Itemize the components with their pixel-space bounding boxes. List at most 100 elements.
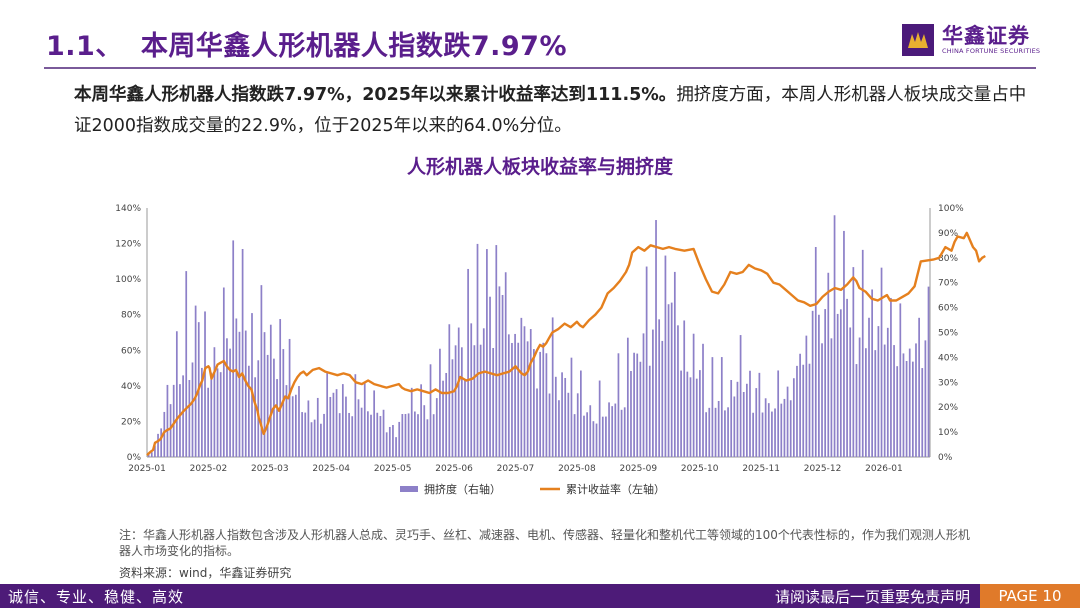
crowding-bar (467, 268, 469, 457)
crowding-bar (514, 333, 516, 457)
crowding-bar (626, 337, 629, 457)
crowding-bar (924, 340, 927, 457)
crowding-bar (745, 383, 748, 457)
crowding-bar (927, 286, 930, 457)
crowding-bar (536, 388, 538, 457)
y-left-tick-label: 80% (121, 311, 141, 321)
x-tick-label: 2025-12 (804, 464, 842, 474)
x-tick-label: 2025-10 (681, 464, 719, 474)
crowding-bar (714, 407, 717, 457)
crowding-bar (529, 329, 532, 457)
x-tick-label: 2025-06 (435, 464, 473, 474)
crowding-bar (439, 348, 441, 457)
crowding-bar (705, 412, 708, 457)
crowding-bar (868, 317, 870, 457)
y-left-tick-label: 100% (115, 275, 141, 285)
crowding-bar (814, 247, 817, 457)
crowding-bar (886, 327, 889, 457)
section-number: 1.1、 (46, 31, 123, 62)
crowding-bar (354, 374, 357, 457)
crowding-bar (385, 432, 388, 457)
x-tick-label: 2025-11 (742, 464, 780, 474)
crowding-bar (576, 393, 579, 457)
crowding-bar (783, 398, 786, 457)
crowding-bar (702, 343, 704, 457)
crowding-bar (154, 445, 156, 457)
crowding-bar (579, 370, 582, 457)
crowding-bar (279, 319, 282, 457)
crowding-bar (260, 285, 263, 457)
crowding-bar (548, 393, 551, 457)
crowding-bar (730, 380, 733, 457)
y-left-tick-label: 40% (121, 382, 141, 392)
crowding-bar (883, 344, 886, 457)
crowding-bar (204, 311, 206, 457)
crowding-bar (742, 391, 745, 457)
crowding-bar (417, 414, 419, 457)
crowding-bar (379, 416, 382, 457)
crowding-bar (805, 335, 808, 457)
crowding-bar (489, 296, 491, 457)
crowding-bar (326, 372, 329, 457)
crowding-bar (526, 341, 529, 457)
crowding-bar (601, 416, 604, 457)
crowding-bar (639, 361, 642, 457)
crowding-bar (727, 407, 729, 457)
crowding-bar (194, 305, 197, 457)
crowding-bar (752, 412, 754, 457)
x-tick-label: 2025-03 (251, 464, 289, 474)
x-tick-label: 2025-05 (374, 464, 412, 474)
crowding-bar (614, 403, 617, 457)
crowding-bar (736, 381, 739, 457)
crowding-bar (605, 416, 607, 457)
crowding-bar (213, 347, 216, 457)
crowding-bar (720, 357, 723, 457)
crowding-bar (423, 405, 426, 457)
crowding-bar (861, 249, 864, 457)
crowding-bar (479, 344, 482, 457)
crowding-bar (320, 423, 322, 457)
crowding-bar (573, 414, 576, 457)
y-right-tick-label: 40% (938, 353, 958, 363)
footer-motto: 诚信、专业、稳健、高效 (8, 588, 185, 606)
crowding-bar (761, 412, 764, 457)
crowding-bar (630, 371, 632, 457)
x-tick-label: 2025-01 (128, 464, 166, 474)
crowding-bar (338, 413, 341, 457)
crowding-bar (257, 360, 260, 457)
y-right-tick-label: 100% (938, 204, 964, 214)
crowding-bar (398, 421, 401, 457)
crowding-bar (767, 403, 770, 457)
crowding-bar (329, 396, 332, 457)
footer-disclaimer-link[interactable]: 请阅读最后一页重要免责声明 (774, 588, 970, 606)
crowding-bar (426, 419, 429, 457)
crowding-bar (911, 361, 914, 457)
x-tick-label: 2025-08 (558, 464, 596, 474)
crowding-bar (160, 428, 163, 457)
crowding-bar (445, 372, 448, 457)
crowding-bar (464, 378, 466, 457)
crowding-bar (764, 398, 767, 457)
crowding-bar (429, 364, 432, 457)
crowding-bar (276, 379, 278, 457)
crowding-bar (504, 272, 507, 457)
crowding-bar (708, 407, 711, 457)
crowding-bar (846, 298, 848, 457)
crowding-bar (774, 408, 776, 457)
y-left-tick-label: 140% (115, 204, 141, 214)
crowding-bar (323, 413, 325, 457)
crowding-bar (216, 368, 219, 457)
crowding-bar (235, 318, 238, 457)
crowding-bar (304, 412, 307, 457)
crowding-bar (357, 399, 360, 457)
crowding-bar (683, 320, 686, 457)
y-right-tick-label: 90% (938, 229, 958, 239)
legend-bar-swatch (400, 486, 418, 492)
crowding-bar (608, 402, 610, 457)
crowding-bar (420, 384, 422, 457)
crowding-bar (843, 230, 845, 457)
crowding-bar (182, 375, 184, 457)
crowding-bar (388, 426, 391, 457)
crowding-bar (229, 348, 231, 457)
